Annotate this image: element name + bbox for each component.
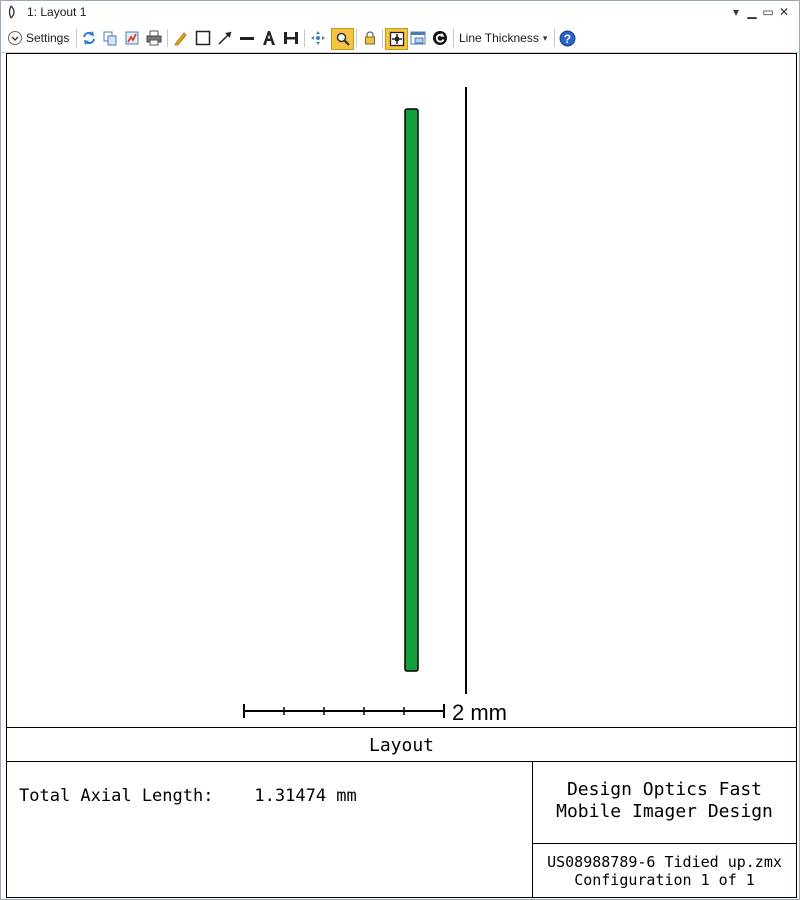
svg-text:?: ?	[563, 32, 570, 45]
line-thickness-label: Line Thickness	[459, 31, 539, 45]
window-icon[interactable]	[409, 28, 427, 48]
title-block-info: Total Axial Length: 1.31474 mm	[7, 762, 533, 897]
export-icon[interactable]	[123, 28, 141, 48]
design-name-line2: Mobile Imager Design	[556, 801, 773, 822]
lens-element	[404, 108, 419, 672]
configuration-label: Configuration 1 of 1	[574, 871, 755, 889]
rectangle-icon[interactable]	[194, 28, 212, 48]
minimize-button[interactable]: ▁	[747, 5, 757, 19]
chevron-down-icon	[7, 30, 23, 46]
fit-icon[interactable]	[385, 28, 408, 50]
total-axial-length-label: Total Axial Length:	[19, 786, 214, 806]
total-axial-length-value: 1.31474 mm	[254, 786, 357, 806]
layout-plot	[243, 87, 467, 718]
caret-down-icon: ▾	[542, 32, 548, 43]
toolbar-separator	[554, 29, 555, 47]
help-icon[interactable]: ?	[558, 28, 576, 48]
title-block: Layout Total Axial Length: 1.31474 mm De…	[7, 727, 796, 898]
settings-label: Settings	[26, 31, 70, 45]
design-name-cell: Design Optics Fast Mobile Imager Design	[533, 762, 796, 844]
file-info-cell: US08988789-6 Tidied up.zmx Configuration…	[533, 844, 796, 897]
title-bar: 1: Layout 1 ▾ ▁ ▭ ✕	[1, 1, 799, 23]
text-icon[interactable]	[260, 28, 278, 48]
toolbar-separator	[382, 29, 383, 47]
lock-icon[interactable]	[361, 28, 379, 48]
toolbar: Settings	[1, 24, 799, 53]
settings-button[interactable]: Settings	[7, 28, 73, 48]
design-name: Design Optics Fast Mobile Imager Design	[533, 779, 796, 823]
total-axial-length: Total Axial Length: 1.31474 mm	[19, 786, 357, 806]
print-icon[interactable]	[145, 28, 163, 48]
rotate-icon[interactable]	[431, 28, 449, 48]
toolbar-separator	[76, 29, 77, 47]
title-block-header: Layout	[7, 728, 796, 762]
line-icon[interactable]	[238, 28, 256, 48]
dropdown-icon[interactable]: ▾	[732, 5, 740, 19]
toolbar-separator	[167, 29, 168, 47]
pencil-icon[interactable]	[172, 28, 190, 48]
dimension-icon[interactable]	[282, 28, 300, 48]
zemax-lens-icon	[7, 4, 23, 20]
copy-icon[interactable]	[101, 28, 119, 48]
toolbar-separator	[453, 29, 454, 47]
maximize-button[interactable]: ▭	[762, 5, 774, 19]
layout-canvas[interactable]: 2 mm Layout Total Axial Length: 1.31474 …	[6, 53, 797, 898]
scale-bar	[243, 704, 445, 718]
close-button[interactable]: ✕	[778, 5, 790, 19]
zoom-icon[interactable]	[331, 28, 354, 50]
line-thickness-dropdown[interactable]: Line Thickness ▾	[459, 28, 551, 48]
refresh-icon[interactable]	[80, 28, 98, 48]
toolbar-separator	[304, 29, 305, 47]
plot-title: Layout	[368, 735, 435, 756]
pan-icon[interactable]	[309, 28, 327, 48]
window-title: 1: Layout 1	[27, 5, 87, 19]
design-name-line1: Design Optics Fast	[566, 779, 763, 800]
toolbar-separator	[356, 29, 357, 47]
file-name: US08988789-6 Tidied up.zmx	[547, 853, 782, 871]
scale-bar-label: 2 mm	[452, 700, 507, 725]
arrow-icon[interactable]	[216, 28, 234, 48]
